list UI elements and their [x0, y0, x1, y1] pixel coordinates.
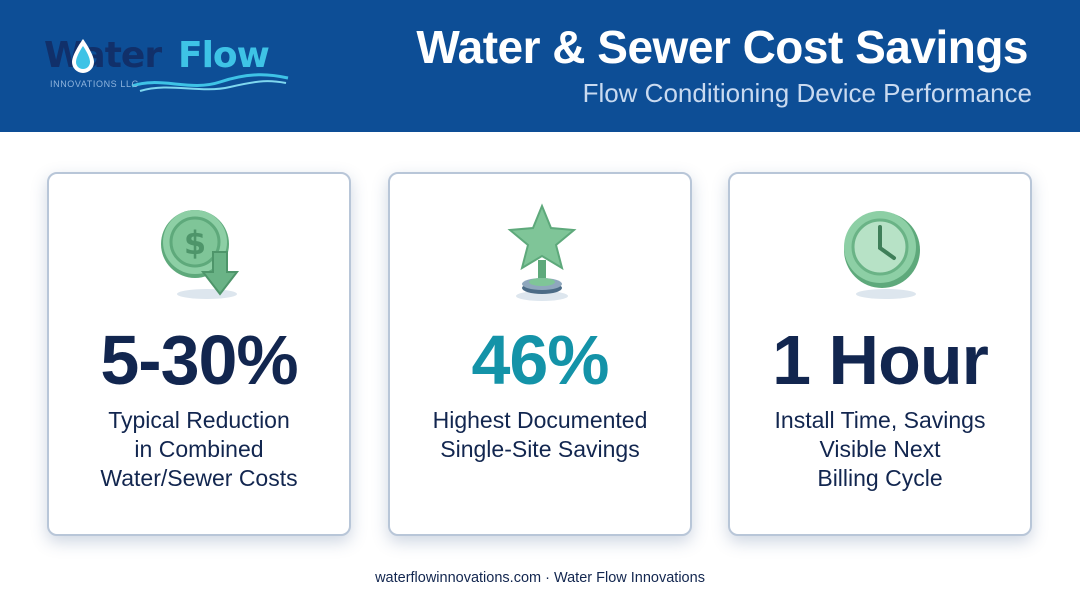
- stat-description-line: Water/Sewer Costs: [100, 465, 298, 491]
- stat-card-install-time: 1 Hour Install Time, Savings Visible Nex…: [728, 172, 1032, 536]
- dollar-down-arrow-icon: $: [161, 210, 240, 299]
- clock-icon: [844, 211, 920, 299]
- stat-description-line: in Combined: [134, 436, 264, 462]
- stat-value: 5-30%: [100, 321, 298, 399]
- stat-description-line: Install Time, Savings: [774, 407, 986, 433]
- wave-icon: [131, 73, 289, 92]
- logo-word-water: Water: [44, 35, 162, 76]
- stat-card-highest-savings: 46% Highest Documented Single-Site Savin…: [388, 172, 692, 536]
- company-logo: Water Flow INNOVATIONS LLC: [44, 34, 294, 98]
- stat-description: Highest Documented Single-Site Savings: [390, 406, 690, 464]
- star-trophy-icon: [507, 203, 577, 301]
- logo-word-flow: Flow: [178, 35, 270, 76]
- stat-description-line: Single-Site Savings: [440, 436, 640, 462]
- stat-card-cost-reduction: $ 5-30% Typical Reduction in Combined Wa…: [47, 172, 351, 536]
- stat-description-line: Typical Reduction: [108, 407, 290, 433]
- svg-text:$: $: [184, 224, 206, 262]
- stat-description: Install Time, Savings Visible Next Billi…: [730, 406, 1030, 493]
- stat-value: 1 Hour: [772, 321, 989, 399]
- stat-description: Typical Reduction in Combined Water/Sewe…: [49, 406, 349, 493]
- footer-text: waterflowinnovations.com · Water Flow In…: [375, 570, 705, 586]
- logo-tagline: INNOVATIONS LLC: [50, 79, 139, 89]
- stat-description-line: Highest Documented: [432, 407, 648, 433]
- stat-description-line: Visible Next: [819, 436, 941, 462]
- stat-description-line: Billing Cycle: [817, 465, 943, 491]
- stat-value: 46%: [471, 321, 609, 399]
- page-title: Water & Sewer Cost Savings: [416, 21, 1028, 73]
- page-subtitle: Flow Conditioning Device Performance: [582, 78, 1032, 108]
- header-banner: Water Flow INNOVATIONS LLC Water & Sewer…: [0, 0, 1080, 132]
- water-drop-icon: [72, 39, 94, 73]
